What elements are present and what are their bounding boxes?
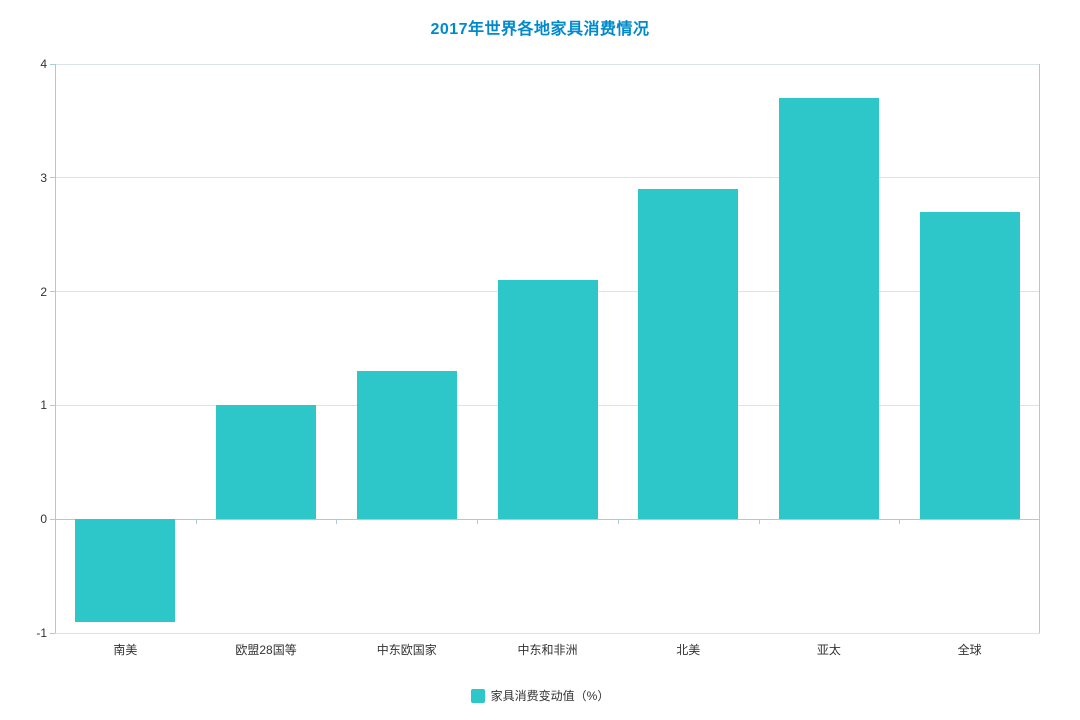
x-axis-label: 中东和非洲 <box>517 643 578 657</box>
bar <box>919 211 1020 520</box>
x-axis-tick <box>1039 519 1040 525</box>
x-axis-label: 全球 <box>957 643 982 657</box>
bar <box>778 98 879 520</box>
y-axis-tick <box>50 632 55 634</box>
x-axis-tick <box>336 519 338 525</box>
x-axis-tick <box>55 519 56 525</box>
y-axis-tick <box>50 404 55 406</box>
bar <box>638 189 739 520</box>
y-axis-tick <box>50 177 55 179</box>
x-axis-tick <box>758 519 760 525</box>
bar <box>497 280 598 520</box>
gridline <box>55 632 1040 634</box>
legend-item[interactable]: 家具消费变动值（%） <box>0 687 1080 704</box>
legend-label: 家具消费变动值（%） <box>490 689 610 703</box>
x-axis-label: 亚太 <box>816 643 841 657</box>
y-axis-label: 3 <box>40 170 47 185</box>
chart-title: 2017年世界各地家具消费情况 <box>430 21 650 38</box>
x-axis-label: 北美 <box>676 643 701 657</box>
gridline <box>55 177 1040 179</box>
y-axis-tick <box>50 63 55 65</box>
bar <box>75 519 176 622</box>
y-axis-tick <box>50 518 55 520</box>
x-axis-label: 中东欧国家 <box>376 643 437 657</box>
x-axis-label: 欧盟28国等 <box>235 643 297 657</box>
y-axis-label: 0 <box>40 512 47 527</box>
y-axis-label: 1 <box>40 398 47 413</box>
y-axis-line <box>55 64 56 633</box>
y-axis-label: -1 <box>36 626 47 640</box>
right-axis-line <box>1039 64 1040 633</box>
y-axis-label: 2 <box>40 284 47 299</box>
x-axis-label: 南美 <box>113 643 138 657</box>
bar <box>356 371 457 520</box>
y-axis-label: 4 <box>40 57 47 71</box>
x-axis-tick <box>617 519 619 525</box>
x-axis-zero-line <box>55 518 1040 520</box>
x-axis-tick <box>477 519 479 525</box>
x-axis-tick <box>195 519 197 525</box>
y-axis-tick <box>50 291 55 293</box>
x-axis-tick <box>899 519 901 525</box>
gridline <box>55 63 1040 65</box>
legend-swatch-icon <box>470 688 485 703</box>
bar <box>216 405 317 520</box>
